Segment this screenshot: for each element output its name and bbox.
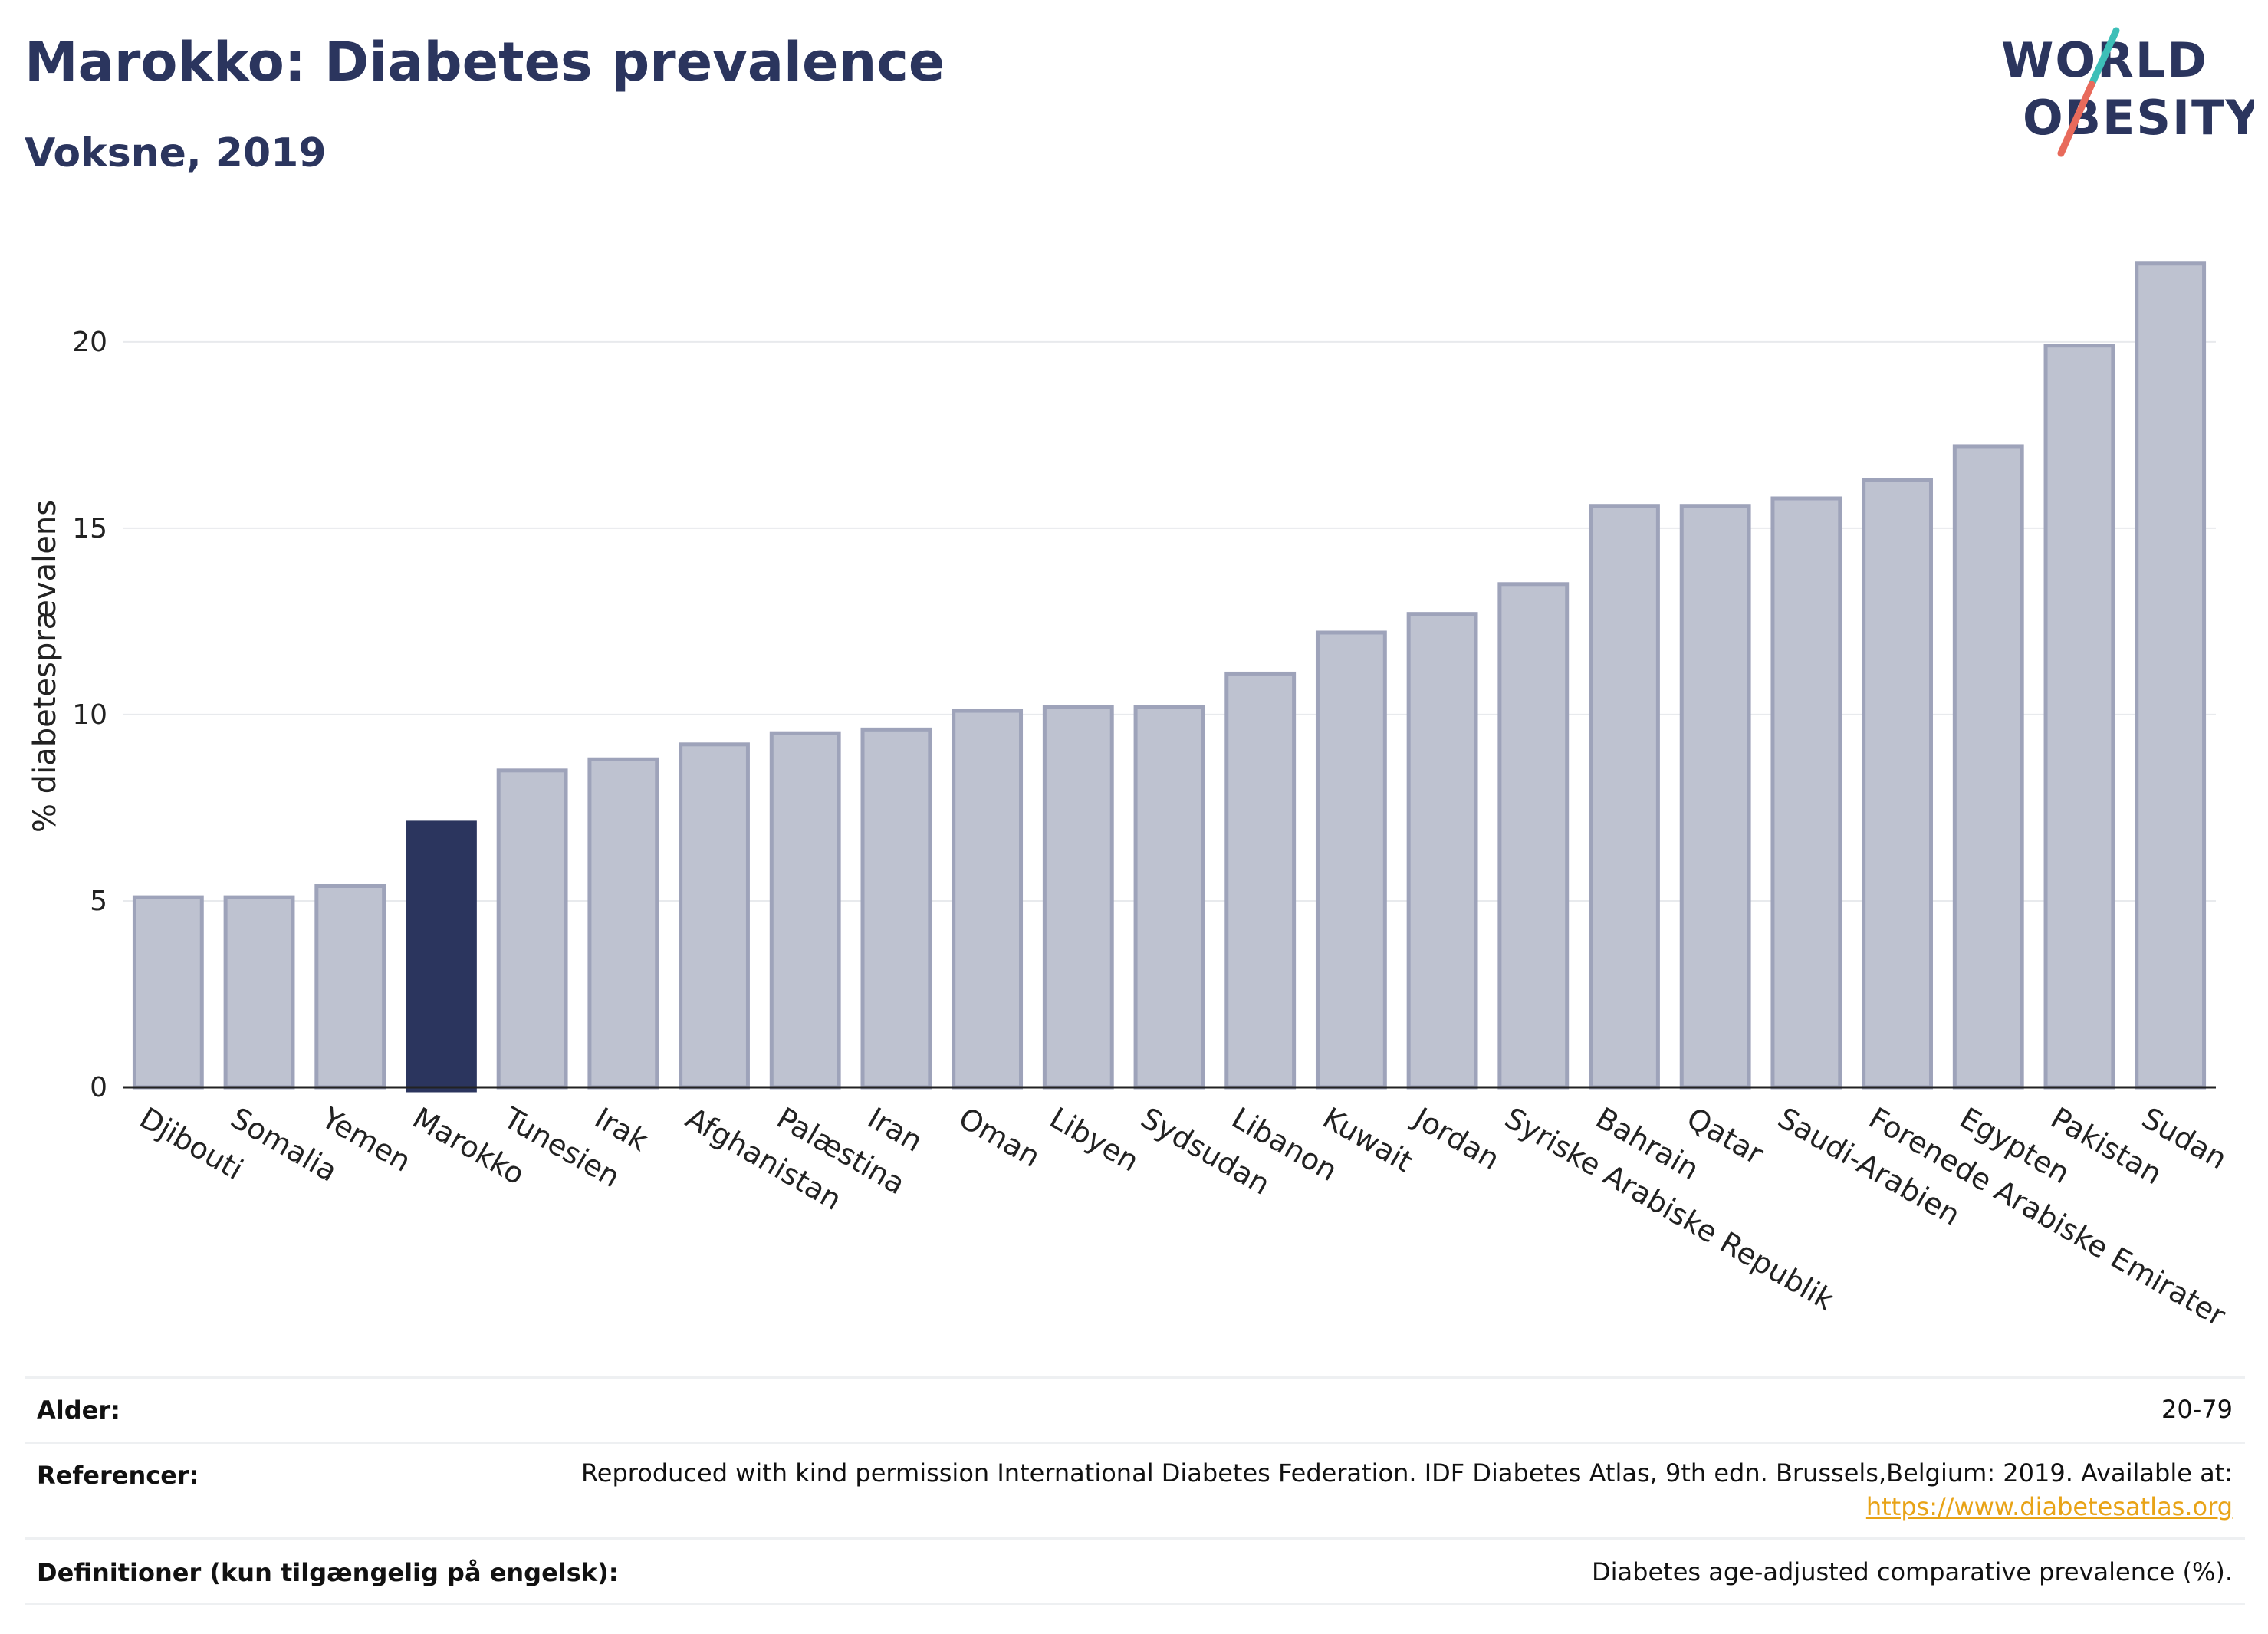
bar-chart: 0 5 10 15 20 DjiboutiSomaliaYemenMarokkoTune… [28,261,2233,1333]
world-obesity-logo: WORLD OBESITY [2001,27,2254,157]
bar-tunesien [496,768,568,1090]
bar-irak [587,757,659,1090]
info-table: Alder: 20-79 Referencer: Reproduced with… [25,1376,2245,1605]
bar-afghanistan [679,742,750,1090]
y-tick-label: 5 [90,886,107,917]
bar-libanon [1224,671,1297,1090]
diabetesatlas-link[interactable]: https://www.diabetesatlas.org [1865,1492,2233,1521]
bar-qatar [1679,504,1751,1090]
bar-yemen [314,884,386,1090]
bar-jordan [1406,612,1478,1090]
category-label: Djibouti [134,1101,249,1187]
info-row-age: Alder: 20-79 [25,1379,2245,1444]
y-tick-labels: 0 5 10 15 20 [72,327,107,1103]
bar-kuwait [1315,630,1387,1090]
info-value-references: Reproduced with kind permission Internat… [581,1456,2233,1524]
bar-bahrain [1589,504,1660,1090]
bar-sudan [2135,261,2207,1090]
info-label-references: Referencer: [37,1461,199,1490]
category-label: Oman [953,1101,1046,1174]
info-value-definitions: Diabetes age-adjusted comparative preval… [1592,1557,2233,1586]
info-row-definitions: Definitioner (kun tilgængelig på engelsk… [25,1540,2245,1605]
logo-line2: OBESITY [2023,90,2254,146]
references-text: Reproduced with kind permission Internat… [580,1458,2233,1488]
y-tick-label: 20 [72,327,107,358]
page-subtitle: Voksne, 2019 [25,130,327,176]
logo-slash-teal [2088,27,2120,88]
bars [132,261,2207,1093]
category-label: Jordan [1407,1100,1505,1177]
bar-pakistan [2043,344,2115,1090]
bar-marokko [406,820,477,1093]
bar-egypten [1952,444,2024,1090]
bar-somalia [223,895,295,1090]
info-row-references: Referencer: Reproduced with kind permiss… [25,1444,2245,1540]
y-tick-label: 15 [72,513,107,544]
bar-iran [860,727,932,1090]
y-axis-label: % diabetesprævalens [28,500,63,833]
bar-oman [952,709,1024,1090]
bar-saudi-arabien [1770,496,1842,1090]
info-label-age: Alder: [37,1396,120,1425]
logo-slash-coral [2057,81,2095,157]
info-value-age: 20-79 [2161,1395,2233,1424]
y-tick-label: 10 [72,699,107,731]
bar-palæstina [769,731,841,1090]
info-label-definitions: Definitioner (kun tilgængelig på engelsk… [37,1558,619,1587]
category-label: Libyen [1044,1101,1145,1179]
page-title: Marokko: Diabetes prevalence [25,31,945,94]
bar-forenede-arabiske-emirater [1862,478,1933,1090]
bar-libyen [1042,705,1114,1090]
y-tick-label: 0 [90,1072,107,1103]
bar-syriske-arabiske-republik [1497,582,1570,1090]
bar-sydsudan [1133,705,1205,1090]
bar-djibouti [132,895,204,1090]
